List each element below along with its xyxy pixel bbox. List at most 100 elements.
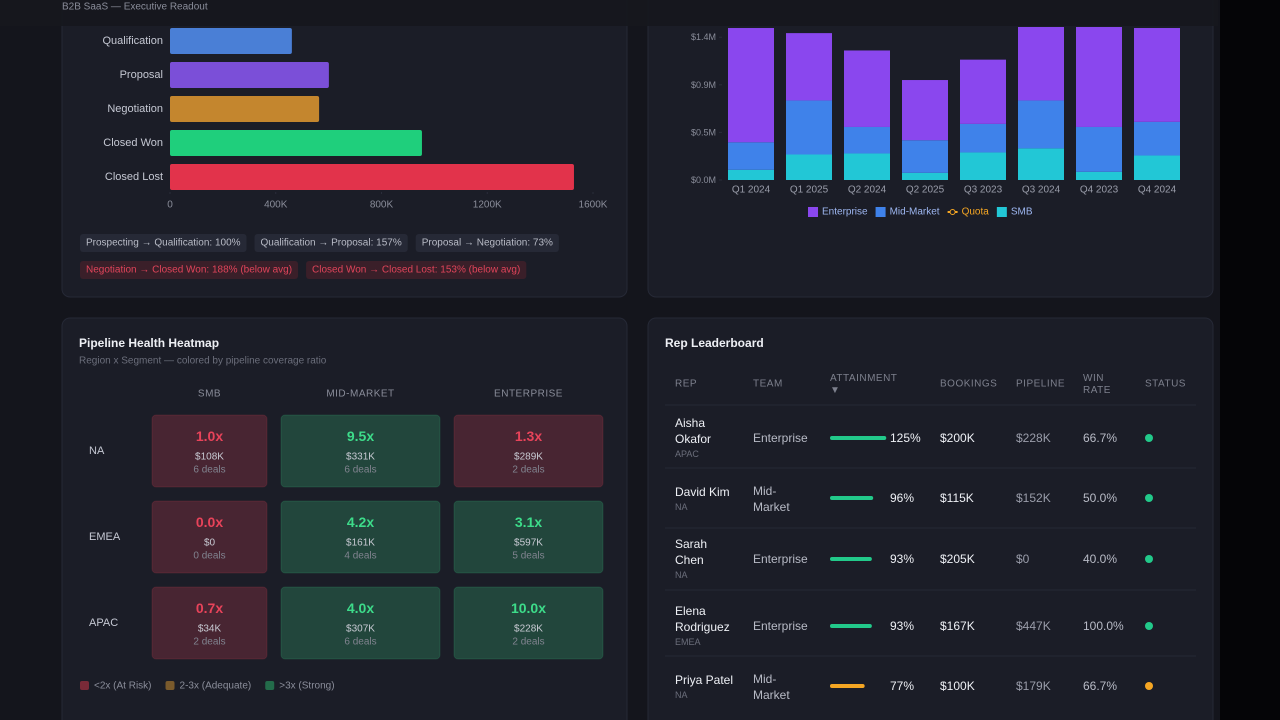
text-line: RATE <box>1083 385 1111 396</box>
header-title: B2B SaaS — Executive Readout <box>62 2 208 13</box>
cell-amount: $0 <box>204 538 216 549</box>
chip-bg <box>306 261 527 279</box>
bar-segment <box>786 33 832 101</box>
cell-ratio: 0.0x <box>196 514 223 530</box>
y-tick-label: Qualification <box>102 35 163 47</box>
legend-label: SMB <box>1011 207 1033 218</box>
chip-label: Closed Won → Closed Lost: 153% (below av… <box>312 265 520 276</box>
column-header: PIPELINE <box>1016 379 1065 390</box>
bar-segment <box>844 50 890 127</box>
text-line: Mid- <box>753 484 776 498</box>
text-line: Chen <box>675 553 704 567</box>
y-tick-label: $0.9M <box>691 80 716 90</box>
text-line: Aisha <box>675 416 708 430</box>
bookings: $115K <box>940 491 974 505</box>
attainment-bar <box>830 436 887 440</box>
text-line: Elena <box>675 604 709 618</box>
chip-label: Negotiation → Closed Won: 188% (below av… <box>86 265 292 276</box>
heatmap-panel <box>61 317 628 720</box>
row-label: APAC <box>89 617 118 629</box>
conversion-chip: Negotiation → Closed Won: 188% (below av… <box>80 261 299 279</box>
y-tick-label: Proposal <box>120 69 163 81</box>
text-line: Rodriguez <box>675 620 730 634</box>
cell-deals: 4 deals <box>344 551 376 562</box>
row-label: EMEA <box>89 531 121 543</box>
x-tick-label: Q1 2025 <box>790 185 829 196</box>
attainment: 96% <box>890 491 914 505</box>
legend-label: Enterprise <box>822 207 868 218</box>
legend-label: >3x (Strong) <box>279 681 334 692</box>
cell-amount: $228K <box>514 624 543 635</box>
cell-amount: $307K <box>346 624 375 635</box>
cell-ratio: 0.7x <box>196 600 223 616</box>
status-dot <box>1145 622 1153 630</box>
rep-name: Elena Rodriguez <box>675 604 730 634</box>
status-dot <box>1145 682 1153 690</box>
cell-ratio: 10.0x <box>511 600 546 616</box>
bar <box>170 62 329 88</box>
bar-segment <box>960 152 1006 180</box>
text-line: WIN <box>1083 373 1107 384</box>
text-line: Sarah <box>675 537 710 551</box>
bar <box>170 28 292 54</box>
chip-bg <box>80 234 247 252</box>
cell-deals: 6 deals <box>344 465 376 476</box>
team: Enterprise <box>753 619 808 633</box>
cell-ratio: 9.5x <box>347 428 374 444</box>
win-rate: 66.7% <box>1083 431 1117 445</box>
heatmap-cell <box>151 500 268 574</box>
win-rate: 50.0% <box>1083 491 1117 505</box>
x-tick-label: Q3 2023 <box>964 185 1003 196</box>
team: Mid- Market <box>753 672 790 702</box>
pipeline: $179K <box>1016 679 1051 693</box>
legend-swatch <box>265 681 275 690</box>
chip-label: Qualification → Proposal: 157% <box>261 238 402 249</box>
bar-segment <box>1018 148 1064 180</box>
heatmap-cell <box>453 586 604 660</box>
bar-segment <box>902 80 948 141</box>
leaderboard-panel <box>647 317 1214 720</box>
x-tick-label: 1600K <box>579 200 608 211</box>
bar-segment <box>1076 126 1122 172</box>
legend-label: <2x (At Risk) <box>94 681 152 692</box>
bar-segment <box>902 172 948 180</box>
heatmap-cell <box>280 414 441 488</box>
attainment-bar <box>830 684 865 688</box>
bar-segment <box>844 153 890 180</box>
bar-segment <box>960 123 1006 153</box>
text-line: Market <box>753 688 790 702</box>
panel-title: Rep Leaderboard <box>665 336 764 350</box>
column-header: MID-MARKET <box>326 389 394 400</box>
text-line: Mid- <box>753 672 776 686</box>
legend-swatch <box>808 207 818 217</box>
cell-deals: 2 deals <box>512 637 544 648</box>
x-tick-label: Q4 2024 <box>1138 185 1177 196</box>
chip-label: Prospecting → Qualification: 100% <box>86 238 241 249</box>
bar-segment <box>728 169 774 180</box>
rep-name: Sarah Chen <box>675 537 710 567</box>
attainment-bar <box>830 496 874 500</box>
cell-amount: $161K <box>346 538 375 549</box>
legend-label: 2-3x (Adequate) <box>180 681 252 692</box>
conversion-chip: Qualification → Proposal: 157% <box>254 234 408 252</box>
panel-subtitle: Region x Segment — colored by pipeline c… <box>79 356 327 367</box>
column-header: STATUS <box>1145 379 1186 390</box>
bar-segment <box>1134 28 1180 122</box>
column-header: ATTAINMENT ▼ <box>830 373 901 396</box>
x-tick-label: 800K <box>370 200 394 211</box>
bar <box>170 96 320 122</box>
column-header: WIN RATE <box>1083 373 1111 396</box>
rep-name: David Kim <box>675 485 730 499</box>
bar <box>170 164 574 190</box>
win-rate: 40.0% <box>1083 552 1117 566</box>
heatmap-cell <box>151 414 268 488</box>
pipeline: $447K <box>1016 619 1051 633</box>
y-tick-label: $0.5M <box>691 127 716 137</box>
cell-deals: 6 deals <box>193 465 225 476</box>
y-tick-label: $1.4M <box>691 32 716 42</box>
legend-swatch <box>165 681 175 690</box>
chip-bg <box>80 261 299 279</box>
column-header: TEAM <box>753 379 783 390</box>
